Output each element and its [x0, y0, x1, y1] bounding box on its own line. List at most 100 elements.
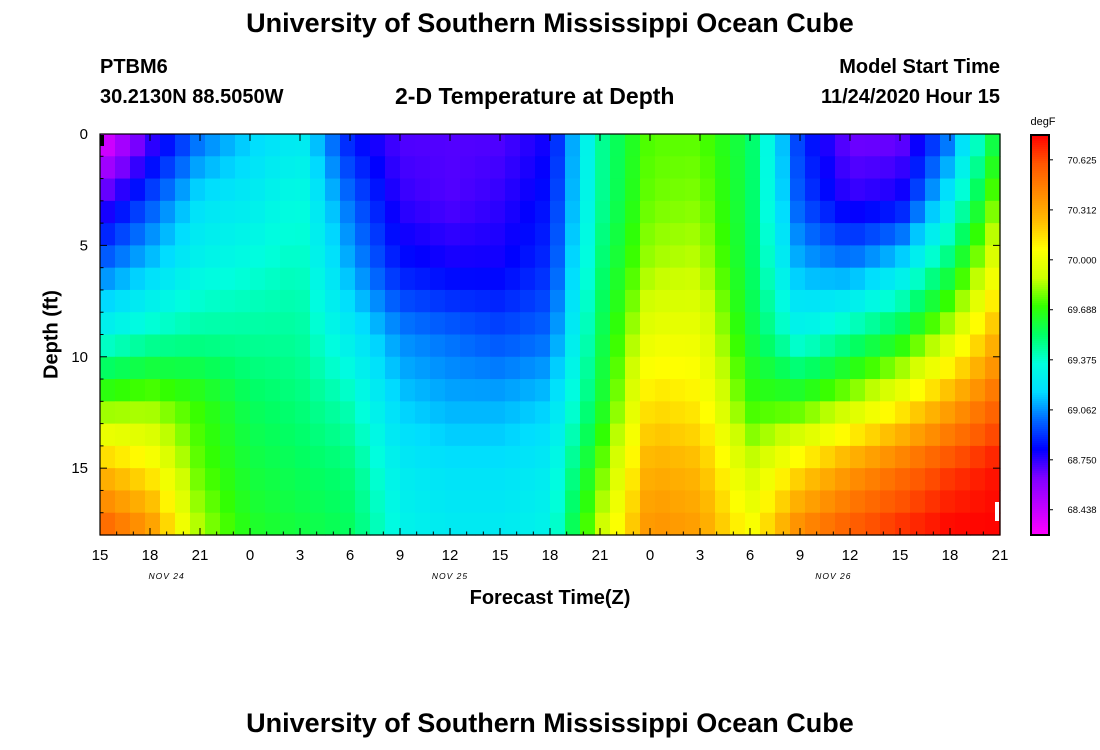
colorbar-frame: [1030, 134, 1050, 536]
x-tick-label: 15: [892, 547, 909, 564]
heatmap-cell: [640, 423, 656, 447]
heatmap-cell: [400, 223, 416, 246]
colorbar-segment: [1031, 161, 1049, 164]
heatmap-cell: [850, 512, 866, 536]
heatmap-cell: [970, 200, 986, 224]
heatmap-cell: [550, 289, 566, 313]
heatmap-cell: [610, 356, 626, 380]
heatmap-cell: [340, 490, 356, 514]
colorbar-segment: [1031, 345, 1049, 348]
heatmap-cell: [955, 401, 971, 425]
colorbar-segment: [1031, 217, 1049, 220]
heatmap-cell: [985, 156, 1001, 180]
heatmap-cell: [700, 245, 716, 269]
heatmap-cell: [865, 356, 881, 380]
heatmap-cell: [520, 468, 536, 492]
heatmap-cell: [430, 289, 446, 313]
heatmap-cell: [595, 156, 611, 180]
colorbar-segment: [1031, 167, 1049, 170]
heatmap-cell: [115, 445, 131, 469]
x-tick-label: 21: [592, 547, 609, 564]
colorbar-segment: [1031, 523, 1049, 526]
heatmap-cell: [295, 267, 311, 291]
heatmap-cell: [430, 223, 446, 246]
heatmap-cell: [805, 223, 821, 246]
heatmap-cell: [790, 356, 806, 380]
colorbar-segment: [1031, 419, 1049, 422]
heatmap-cell: [880, 156, 896, 180]
station-id: PTBM6: [100, 56, 168, 78]
heatmap-cell: [145, 223, 161, 246]
heatmap-cell: [625, 312, 641, 336]
heatmap-cell: [655, 445, 671, 469]
heatmap-cell: [700, 356, 716, 380]
colorbar-segment: [1031, 455, 1049, 458]
heatmap-cell: [370, 512, 386, 536]
heatmap-cell: [445, 512, 461, 536]
heatmap-cell: [190, 334, 206, 358]
colorbar-segment: [1031, 477, 1049, 480]
heatmap-cell: [385, 267, 401, 291]
heatmap-cell: [655, 401, 671, 425]
heatmap-cell: [400, 445, 416, 469]
heatmap-cell: [790, 334, 806, 358]
heatmap-cell: [670, 401, 686, 425]
heatmap-cell: [250, 379, 266, 402]
heatmap-cell: [310, 134, 326, 157]
heatmap-cell: [190, 200, 206, 224]
heatmap-cell: [865, 334, 881, 358]
chart-title-bottom: University of Southern Mississippi Ocean…: [246, 708, 854, 738]
heatmap-cell: [370, 223, 386, 246]
heatmap-cell: [325, 468, 341, 492]
heatmap-cell: [700, 312, 716, 336]
heatmap-cell: [235, 468, 251, 492]
heatmap-cell: [475, 178, 491, 202]
heatmap-cell: [370, 156, 386, 180]
heatmap-cell: [505, 200, 521, 224]
heatmap-cell: [880, 334, 896, 358]
heatmap-cell: [715, 512, 731, 536]
heatmap-cell: [520, 156, 536, 180]
heatmap-cell: [745, 334, 761, 358]
heatmap-cell: [940, 312, 956, 336]
colorbar-segment: [1031, 247, 1049, 250]
heatmap-cell: [610, 334, 626, 358]
x-tick-label: 3: [296, 547, 304, 564]
heatmap-cell: [535, 289, 551, 313]
colorbar-segment: [1031, 413, 1049, 416]
heatmap-cell: [835, 468, 851, 492]
heatmap-cell: [220, 245, 236, 269]
y-tick-label: 15: [71, 460, 88, 477]
heatmap-cell: [625, 223, 641, 246]
heatmap-cell: [970, 490, 986, 514]
heatmap-cell: [280, 356, 296, 380]
heatmap-cell: [175, 401, 191, 425]
heatmap-cell: [760, 245, 776, 269]
heatmap-cell: [280, 512, 296, 536]
colorbar-segment: [1031, 207, 1049, 210]
heatmap-cell: [175, 245, 191, 269]
heatmap-cell: [265, 334, 281, 358]
heatmap-cell: [280, 379, 296, 402]
heatmap-cell: [925, 223, 941, 246]
colorbar-segment: [1031, 497, 1049, 500]
heatmap-cell: [205, 356, 221, 380]
heatmap-cell: [460, 200, 476, 224]
heatmap-cell: [670, 289, 686, 313]
colorbar-segment: [1031, 159, 1049, 162]
heatmap-cell: [535, 156, 551, 180]
colorbar-segment: [1031, 283, 1049, 286]
heatmap-cell: [700, 512, 716, 536]
heatmap-cell: [325, 356, 341, 380]
heatmap-cell: [580, 223, 596, 246]
heatmap-cell: [115, 245, 131, 269]
heatmap-cell: [805, 490, 821, 514]
heatmap-cell: [745, 379, 761, 402]
heatmap-cell: [550, 445, 566, 469]
colorbar-segment: [1031, 435, 1049, 438]
heatmap-cell: [700, 267, 716, 291]
heatmap-cell: [430, 401, 446, 425]
heatmap-cell: [940, 512, 956, 536]
heatmap-cell: [835, 312, 851, 336]
heatmap-cell: [115, 289, 131, 313]
